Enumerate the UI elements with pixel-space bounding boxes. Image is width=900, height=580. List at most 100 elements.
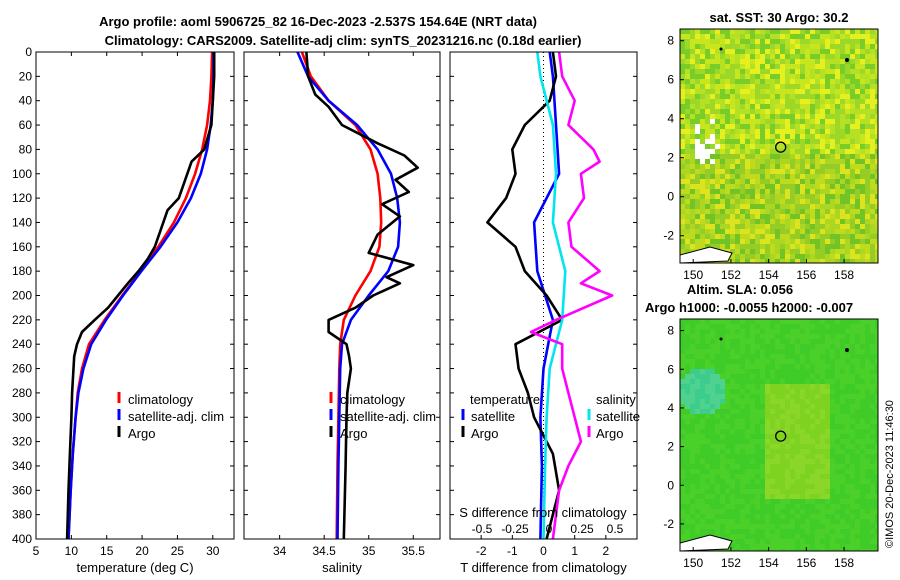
map-cell [700,384,705,389]
map-cell [760,519,765,524]
map-cell [775,109,780,114]
map-cell [795,419,800,424]
legend-label: Argo [471,426,498,441]
map-cell [785,254,790,259]
map-cell [830,69,835,74]
map-cell [825,144,830,149]
map-cell [810,114,815,119]
map-cell [875,334,878,339]
map-cell [800,64,805,69]
map-cell [685,494,690,499]
map-cell [805,334,810,339]
map-cell [845,534,850,539]
map-cell [785,519,790,524]
map-cell [795,169,800,174]
map-cell [810,519,815,524]
map-cell [865,159,870,164]
map-cell [785,489,790,494]
map-cell [695,474,700,479]
map-cell [820,94,825,99]
map-cell [825,89,830,94]
map-cell [685,419,690,424]
map-cell [750,59,755,64]
map-cell [700,124,705,129]
map-cell [710,244,715,249]
map-cell [720,429,725,434]
map-cell [715,129,720,134]
map-cell [775,339,780,344]
map-cell [855,104,860,109]
map-cell [830,224,835,229]
map-cell [750,94,755,99]
map-cell [865,154,870,159]
map-cell [745,169,750,174]
map-cell [775,434,780,439]
map-cell [780,409,785,414]
map-cell [785,524,790,529]
map-cell [695,484,700,489]
map-cell [870,234,875,239]
map-cell [730,534,735,539]
map-cell [815,474,820,479]
map-cell [730,44,735,49]
map-cell [865,174,870,179]
map-cell [805,399,810,404]
map-cell [795,74,800,79]
map-cell [760,259,765,263]
map-cell [755,54,760,59]
map-cell [785,469,790,474]
map-cell [725,74,730,79]
map-cell [755,64,760,69]
map-cell [705,514,710,519]
map-cell [785,544,790,549]
map-cell [870,329,875,334]
map-cell [705,349,710,354]
map-cell [815,124,820,129]
map-cell [770,339,775,344]
map-cell [780,109,785,114]
map-cell [860,234,865,239]
map-cell [830,384,835,389]
map-cell [780,319,785,324]
map-cell [700,64,705,69]
map-cell [775,44,780,49]
map-cell [830,79,835,84]
map-cell [855,144,860,149]
map-cell [785,354,790,359]
map-cell [870,74,875,79]
map-cell [720,379,725,384]
map-cell [800,109,805,114]
map-cell [845,444,850,449]
map-cell [855,469,860,474]
y-tick-label: 180 [12,264,32,278]
map-cell [695,79,700,84]
map-cell [700,159,705,164]
map-cell [795,174,800,179]
map-cell [725,429,730,434]
map-cell [820,394,825,399]
map-cell [825,194,830,199]
map-cell [730,174,735,179]
map-cell [760,94,765,99]
map-cell [840,169,845,174]
map-cell [795,539,800,544]
map-cell [775,49,780,54]
map-cell [830,539,835,544]
map-cell [810,464,815,469]
map-cell [780,334,785,339]
map-cell [750,139,755,144]
map-cell [750,454,755,459]
map-cell [685,359,690,364]
map-cell [685,409,690,414]
map-cell [875,379,878,384]
map-cell [750,534,755,539]
map-cell [760,44,765,49]
map-cell [760,399,765,404]
map-cell [795,84,800,89]
map-cell [785,234,790,239]
map-cell [780,59,785,64]
map-cell [780,369,785,374]
map-cell [870,339,875,344]
map-cell [715,204,720,209]
map-cell [755,384,760,389]
